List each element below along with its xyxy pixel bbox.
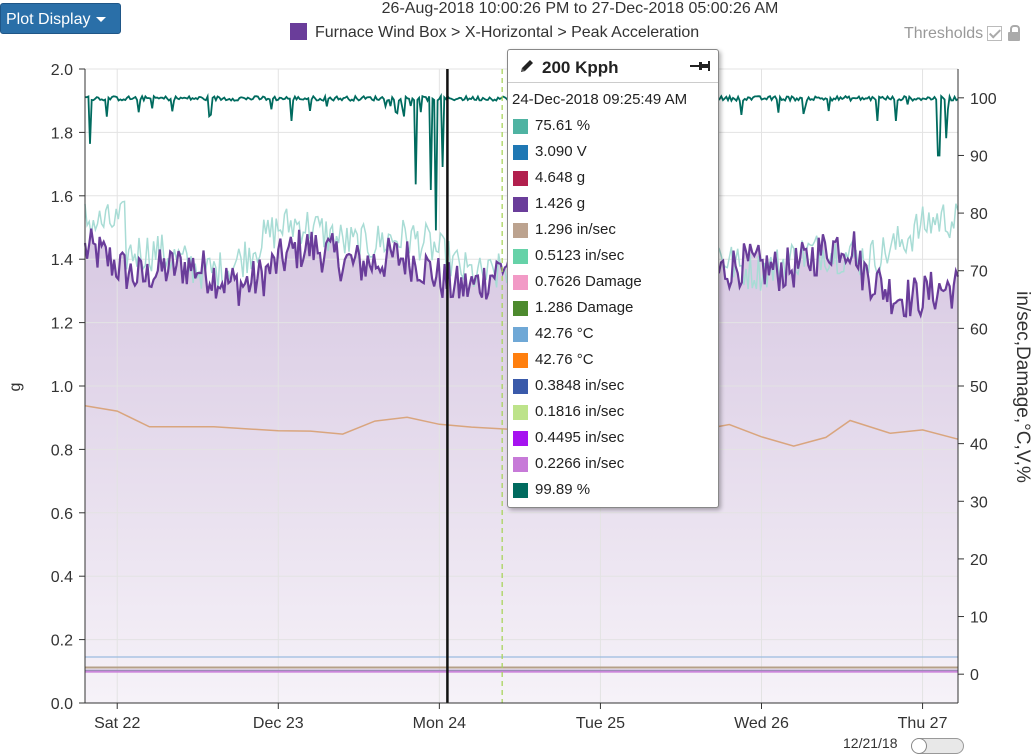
tooltip-row-value: 0.3848 in/sec [535, 377, 625, 394]
right-axis-title: in/sec,Damage,°C,V,% [1012, 291, 1033, 483]
tooltip-row-value: 1.286 Damage [535, 299, 634, 316]
thresholds-label: Thresholds [904, 25, 984, 42]
tooltip-timestamp: 24-Dec-2018 09:25:49 AM [512, 91, 688, 108]
left-tick-label: 0.2 [51, 633, 73, 650]
tooltip-row-swatch [513, 145, 528, 160]
tooltip-row-swatch [513, 301, 528, 316]
tooltip-row-value: 1.426 g [535, 195, 586, 212]
tooltip-row-value: 0.2266 in/sec [535, 455, 625, 472]
right-tick-label: 100 [970, 91, 997, 108]
left-tick-label: 0.0 [51, 696, 73, 713]
left-tick-label: 0.4 [51, 569, 73, 586]
left-tick-label: 1.2 [51, 316, 73, 333]
tooltip-row-swatch [513, 483, 528, 498]
right-tick-label: 0 [970, 667, 979, 684]
tooltip-row-value: 0.5123 in/sec [535, 247, 625, 264]
tooltip-row-swatch [513, 431, 528, 446]
left-tick-label: 1.6 [51, 189, 73, 206]
legend-swatch [290, 23, 307, 40]
tooltip-row-swatch [513, 197, 528, 212]
tooltip-row-swatch [513, 119, 528, 134]
left-tick-label: 1.8 [51, 125, 73, 142]
plot-display-button[interactable]: Plot Display [0, 3, 121, 34]
left-tick-label: 1.4 [51, 252, 73, 269]
tooltip-header: 200 Kpph [508, 50, 718, 83]
tooltip-row-swatch [513, 223, 528, 238]
tooltip-row-swatch [513, 379, 528, 394]
tooltip-row-swatch [513, 249, 528, 264]
chevron-down-icon [96, 17, 107, 23]
lock-icon[interactable] [1008, 25, 1021, 41]
right-tick-label: 70 [970, 264, 988, 281]
right-tick-label: 20 [970, 552, 988, 569]
data-tooltip: 200 Kpph 24-Dec-2018 09:25:49 AM 75.61 %… [507, 49, 719, 508]
range-start-label: 12/21/18 [843, 735, 898, 751]
tooltip-row-value: 42.76 °C [535, 325, 594, 342]
x-tick-label: Sat 22 [94, 715, 140, 732]
tooltip-row-swatch [513, 353, 528, 368]
tooltip-row-swatch [513, 171, 528, 186]
tooltip-row-value: 75.61 % [535, 117, 591, 134]
tooltip-title: 200 Kpph [542, 58, 619, 77]
left-tick-label: 0.8 [51, 442, 73, 459]
tooltip-row-swatch [513, 405, 528, 420]
tooltip-row-swatch [513, 457, 528, 472]
right-tick-label: 40 [970, 437, 988, 454]
x-tick-label: Wed 26 [734, 715, 789, 732]
tooltip-row-value: 0.1816 in/sec [535, 403, 625, 420]
tooltip-row-value: 3.090 V [535, 143, 587, 160]
tooltip-row-swatch [513, 327, 528, 342]
series-legend[interactable]: Furnace Wind Box > X-Horizontal > Peak A… [290, 23, 699, 42]
right-tick-label: 10 [970, 610, 988, 627]
tooltip-row-value: 0.4495 in/sec [535, 429, 625, 446]
left-axis-title: g [7, 383, 24, 392]
tooltip-row-value: 1.296 in/sec [535, 221, 616, 238]
tooltip-row-value: 99.89 % [535, 481, 591, 498]
right-tick-label: 90 [970, 148, 988, 165]
x-tick-label: Dec 23 [253, 715, 304, 732]
tooltip-row-value: 42.76 °C [535, 351, 594, 368]
right-tick-label: 50 [970, 379, 988, 396]
left-tick-label: 0.6 [51, 506, 73, 523]
x-tick-label: Tue 25 [576, 715, 625, 732]
tooltip-row-value: 0.7626 Damage [535, 273, 642, 290]
thresholds-control[interactable]: Thresholds [904, 25, 1021, 43]
pencil-icon[interactable] [520, 59, 534, 73]
right-tick-label: 80 [970, 206, 988, 223]
plot-display-label: Plot Display [6, 11, 91, 28]
series-path-label: Furnace Wind Box > X-Horizontal > Peak A… [315, 24, 700, 41]
right-tick-label: 30 [970, 494, 988, 511]
range-toggle[interactable] [911, 738, 964, 754]
x-tick-label: Mon 24 [413, 715, 466, 732]
date-range-title: 26-Aug-2018 10:00:26 PM to 27-Dec-2018 0… [381, 0, 779, 17]
tooltip-row-value: 4.648 g [535, 169, 586, 186]
pin-icon[interactable] [690, 60, 710, 72]
left-tick-label: 2.0 [51, 62, 73, 79]
right-tick-label: 60 [970, 321, 988, 338]
x-tick-label: Thu 27 [898, 715, 948, 732]
thresholds-checkbox[interactable] [987, 26, 1003, 41]
tooltip-row-swatch [513, 275, 528, 290]
left-tick-label: 1.0 [51, 379, 73, 396]
